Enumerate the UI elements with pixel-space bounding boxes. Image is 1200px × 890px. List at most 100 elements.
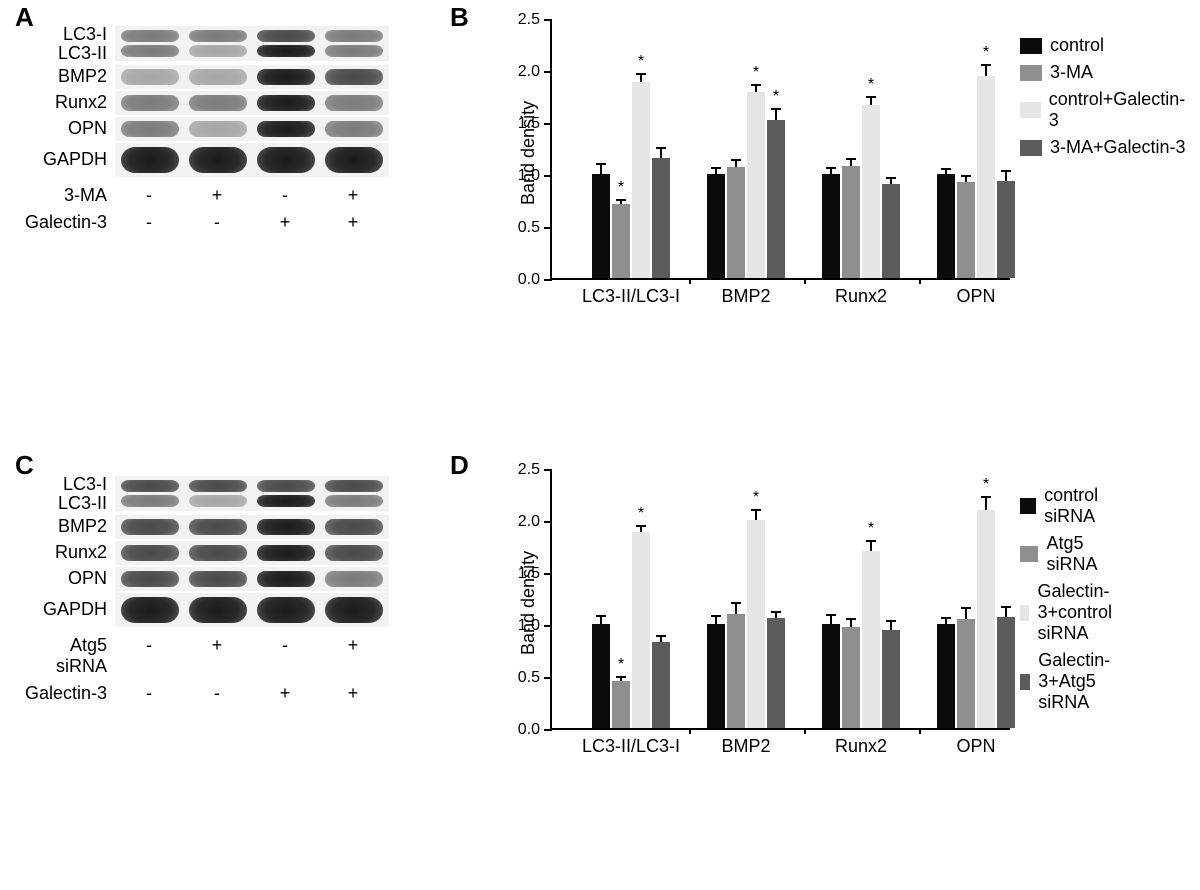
treatment-value: +: [319, 212, 387, 233]
blot-lane: [325, 480, 383, 507]
treatment-label: 3-MA: [15, 185, 115, 206]
blot-lane: [325, 121, 383, 137]
panel-a-blot: LC3-ILC3-IIBMP2Runx2OPNGAPDH3-MA-+-+Gale…: [15, 25, 389, 233]
blot-row-label: BMP2: [15, 66, 115, 87]
blot-lane: [325, 571, 383, 587]
treatment-value: -: [183, 212, 251, 233]
error-bar: [660, 147, 662, 158]
significance-marker: *: [638, 54, 644, 70]
blot-row-opn: OPN: [15, 117, 389, 141]
blot-lanes: [115, 593, 389, 627]
y-tick-label: 2.0: [518, 63, 552, 81]
treatment-label: Galectin-3: [15, 212, 115, 233]
error-bar: [620, 199, 622, 204]
treatment-value: +: [319, 185, 387, 206]
treatment-value: -: [115, 635, 183, 677]
band: [325, 45, 383, 57]
legend-item: control siRNA: [1020, 485, 1125, 527]
blot-row-lc3: LC3-ILC3-II: [15, 25, 389, 63]
x-group-label: BMP2: [721, 278, 770, 307]
error-bar: [755, 84, 757, 92]
legend-item: 3-MA+Galectin-3: [1020, 137, 1187, 158]
y-tick-label: 0.5: [518, 219, 552, 237]
band: [325, 480, 383, 492]
band: [257, 30, 315, 42]
blot-lanes: [115, 91, 389, 115]
blot-lane: [121, 121, 179, 137]
legend-label: Galectin-3+Atg5 siRNA: [1038, 650, 1124, 713]
blot-lane: [257, 147, 315, 173]
blot-lane: [121, 69, 179, 85]
blot-lane: [121, 571, 179, 587]
error-bar: [830, 167, 832, 174]
legend-label: control: [1050, 35, 1104, 56]
legend-swatch: [1020, 674, 1030, 690]
blot-row-label: LC3-ILC3-II: [15, 25, 115, 63]
blot-lanes: [115, 515, 389, 539]
significance-marker: *: [753, 490, 759, 506]
band: [189, 95, 247, 111]
legend-item: 3-MA: [1020, 62, 1187, 83]
band: [257, 480, 315, 492]
band: [121, 480, 179, 492]
blot-lane: [257, 545, 315, 561]
chart-bar: [997, 617, 1015, 728]
legend-label: Galectin-3+control siRNA: [1037, 581, 1124, 644]
treatment-value: +: [183, 185, 251, 206]
blot-lane: [121, 30, 179, 57]
error-bar: [830, 614, 832, 624]
legend-swatch: [1020, 65, 1042, 81]
chart-area: Band density0.00.51.01.52.02.5**LC3-II/L…: [550, 470, 1010, 730]
band: [325, 571, 383, 587]
x-group-label: Runx2: [835, 278, 887, 307]
error-bar: [640, 73, 642, 82]
treatment-value: +: [251, 683, 319, 704]
chart-bar: *: [862, 105, 880, 278]
error-bar: [660, 635, 662, 641]
legend-item: Atg5 siRNA: [1020, 533, 1125, 575]
treatment-value: +: [319, 683, 387, 704]
y-tick-label: 1.5: [518, 115, 552, 133]
x-group-label: LC3-II/LC3-I: [582, 278, 680, 307]
panel-c-blot: LC3-ILC3-IIBMP2Runx2OPNGAPDHAtg5 siRNA-+…: [15, 475, 389, 704]
error-bar: [640, 525, 642, 532]
panel-d-chart: Band density0.00.51.01.52.02.5**LC3-II/L…: [500, 470, 1010, 730]
blot-lane: [121, 480, 179, 507]
blot-lane: [325, 69, 383, 85]
chart-bar: [882, 184, 900, 278]
x-tick: [919, 278, 921, 284]
blot-lane: [189, 147, 247, 173]
blot-row-runx2: Runx2: [15, 91, 389, 115]
x-tick: [804, 728, 806, 734]
band: [257, 545, 315, 561]
blot-row-label: GAPDH: [15, 149, 115, 170]
error-bar: [945, 168, 947, 174]
band: [325, 69, 383, 85]
blot-lane: [189, 69, 247, 85]
band: [121, 121, 179, 137]
x-tick: [804, 278, 806, 284]
band: [189, 30, 247, 42]
significance-marker: *: [638, 506, 644, 522]
error-bar: [965, 607, 967, 618]
band: [257, 95, 315, 111]
legend-swatch: [1020, 38, 1042, 54]
chart-bar: [937, 174, 955, 278]
chart-bar: *: [977, 510, 995, 728]
x-tick: [689, 278, 691, 284]
significance-marker: *: [983, 477, 989, 493]
band: [257, 571, 315, 587]
chart-bar: [957, 182, 975, 278]
y-tick-label: 1.0: [518, 617, 552, 635]
band: [189, 45, 247, 57]
legend-item: control+Galectin-3: [1020, 89, 1187, 131]
band: [257, 495, 315, 507]
significance-marker: *: [868, 77, 874, 93]
treatment-value: -: [251, 635, 319, 677]
legend-swatch: [1020, 498, 1036, 514]
chart-bar: [707, 624, 725, 728]
band: [325, 597, 383, 623]
error-bar: [775, 108, 777, 119]
band: [121, 45, 179, 57]
blot-row-lc3: LC3-ILC3-II: [15, 475, 389, 513]
